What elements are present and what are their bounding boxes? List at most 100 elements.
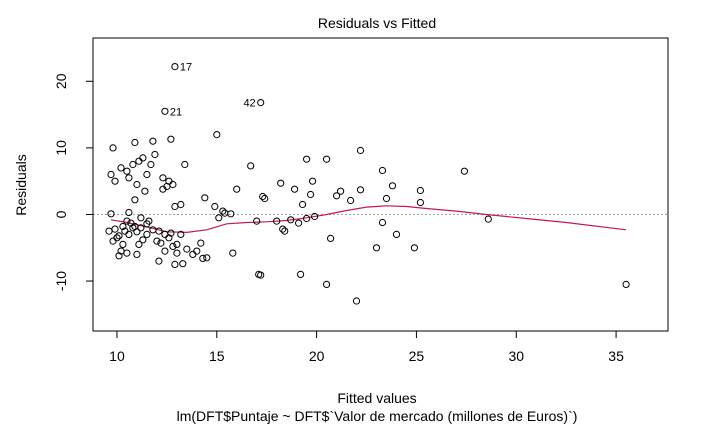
data-point-41 xyxy=(129,224,137,232)
data-point-95 xyxy=(279,225,287,233)
x-tick-label: 30 xyxy=(508,348,524,364)
y-tick-label: 10 xyxy=(53,140,69,156)
data-point-123 xyxy=(416,186,424,195)
smooth-curve xyxy=(110,205,627,234)
data-point-108 xyxy=(333,192,341,200)
data-point-120 xyxy=(388,182,397,190)
data-point-7 xyxy=(117,164,125,172)
data-point-124 xyxy=(416,198,424,207)
data-point-119 xyxy=(382,194,391,203)
data-point-57 xyxy=(197,239,205,247)
data-point-101 xyxy=(307,190,315,199)
data-point-60 xyxy=(179,260,187,268)
data-point-29 xyxy=(137,214,145,222)
data-point-126 xyxy=(484,215,492,223)
data-point-19 xyxy=(159,174,167,182)
data-point-26 xyxy=(171,202,179,211)
data-point-10 xyxy=(129,160,137,169)
data-point-1 xyxy=(171,63,179,71)
data-point-122 xyxy=(410,244,418,252)
x-tick-label: 20 xyxy=(309,348,325,364)
y-axis: -10 0 10 20 xyxy=(53,73,94,291)
data-point-97 xyxy=(291,185,299,193)
data-point-118 xyxy=(378,218,387,227)
data-point-78 xyxy=(201,194,209,202)
data-point-32 xyxy=(131,196,139,204)
data-point-115 xyxy=(297,270,305,278)
data-point-27 xyxy=(177,200,185,209)
data-point-90 xyxy=(257,271,265,279)
data-point-36 xyxy=(113,234,121,242)
y-tick-label: 20 xyxy=(53,73,69,89)
x-tick-label: 25 xyxy=(409,348,425,364)
data-point-55 xyxy=(189,250,197,258)
data-point-67 xyxy=(123,217,131,225)
x-axis-label: Fitted values xyxy=(337,390,416,406)
data-point-23 xyxy=(169,180,177,189)
data-point-99 xyxy=(295,219,303,227)
data-point-77 xyxy=(115,232,123,240)
y-tick-label: 0 xyxy=(53,210,69,218)
data-point-114 xyxy=(323,280,331,288)
x-axis: 10 15 20 25 30 35 xyxy=(109,330,624,364)
data-point-48 xyxy=(157,239,165,247)
data-point-83 xyxy=(219,207,227,215)
data-point-62 xyxy=(155,257,163,265)
data-point-44 xyxy=(139,236,147,244)
data-point-6 xyxy=(111,177,119,185)
point-label-21: 21 xyxy=(170,106,182,118)
data-point-18 xyxy=(149,137,157,145)
model-formula-subtitle: lm(DFT$Puntaje ~ DFT$`Valor de mercado (… xyxy=(177,408,578,424)
data-point-106 xyxy=(323,155,331,163)
data-point-100 xyxy=(303,214,311,223)
data-point-98 xyxy=(287,216,295,224)
data-point-12 xyxy=(135,157,143,165)
data-point-61 xyxy=(171,260,179,268)
data-point-11 xyxy=(131,138,139,147)
data-point-40 xyxy=(125,230,133,238)
data-point-93 xyxy=(273,217,281,225)
data-point-15 xyxy=(143,170,151,179)
data-point-72 xyxy=(155,227,163,235)
data-point-117 xyxy=(378,166,387,175)
data-point-37 xyxy=(119,240,127,248)
data-point-9 xyxy=(125,174,133,182)
data-point-104 xyxy=(309,177,317,185)
data-point-82 xyxy=(227,210,235,218)
data-point-84 xyxy=(213,131,221,139)
data-point-73 xyxy=(161,230,169,238)
data-point-17 xyxy=(151,150,159,159)
data-point-70 xyxy=(137,224,145,232)
data-point-103 xyxy=(303,155,311,163)
data-point-31 xyxy=(141,187,149,195)
y-axis-label: Residuals xyxy=(13,154,29,215)
data-point-91 xyxy=(261,194,269,203)
data-point-65 xyxy=(123,249,131,257)
chart-title: Residuals vs Fitted xyxy=(318,15,436,31)
data-point-45 xyxy=(143,230,151,238)
data-point-3 xyxy=(257,99,265,107)
data-point-94 xyxy=(277,179,285,187)
data-point-85 xyxy=(233,185,241,193)
data-point-5 xyxy=(107,170,115,179)
data-point-58 xyxy=(199,254,207,262)
x-tick-label: 10 xyxy=(109,348,125,364)
data-point-79 xyxy=(211,202,219,211)
data-point-54 xyxy=(183,245,191,253)
data-point-49 xyxy=(161,247,169,255)
data-point-34 xyxy=(105,227,113,235)
data-point-105 xyxy=(311,212,319,221)
data-point-33 xyxy=(107,210,115,218)
x-tick-label: 35 xyxy=(608,348,624,364)
data-point-4 xyxy=(109,144,117,152)
data-point-13 xyxy=(139,154,147,162)
point-labels: 17 21 42 xyxy=(170,62,256,119)
data-point-71 xyxy=(143,220,151,228)
data-point-102 xyxy=(299,200,307,209)
data-point-113 xyxy=(352,297,361,305)
data-point-110 xyxy=(347,196,355,205)
data-point-28 xyxy=(125,208,133,217)
plot-frame xyxy=(92,37,669,332)
data-point-125 xyxy=(460,167,468,175)
